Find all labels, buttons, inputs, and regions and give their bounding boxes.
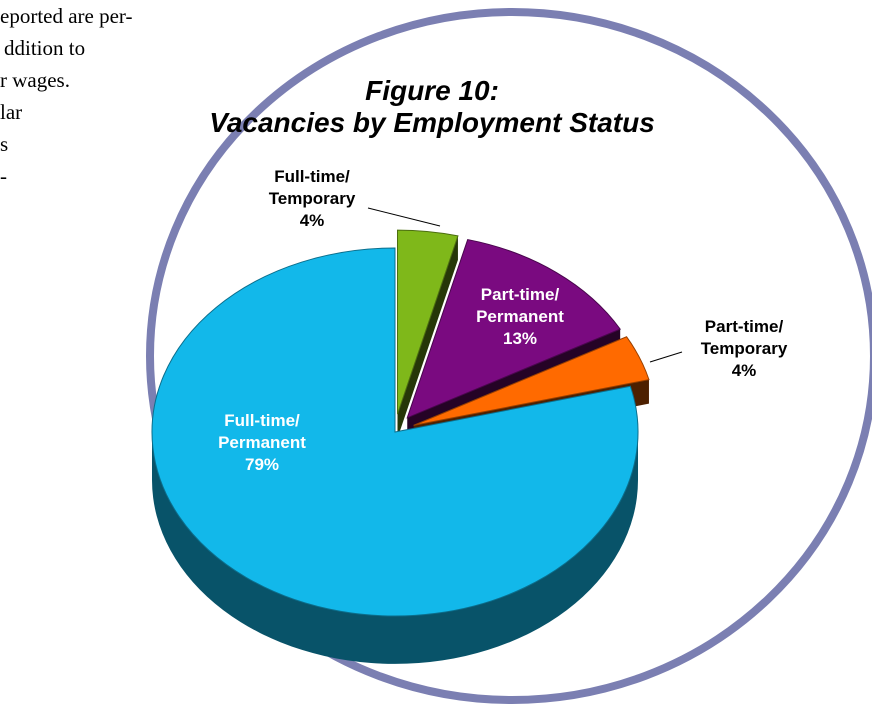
slice-category: Full-time/ Permanent [218, 411, 306, 452]
slice-value: 4% [731, 361, 757, 380]
slice-label: Full-time/ Temporary 4% [237, 166, 387, 232]
leader-line [367, 207, 441, 227]
slice-label: Part-time/ Permanent 13% [445, 284, 595, 350]
slice-value: 13% [502, 329, 538, 348]
slice-category: Full-time/ Temporary [268, 167, 356, 208]
leader-line [649, 351, 683, 363]
pie-slice-end [397, 235, 458, 439]
pie-slice [397, 229, 459, 415]
slice-value: 4% [299, 211, 325, 230]
text-line: r wages. [0, 68, 70, 92]
text-line: eported are per- [0, 4, 133, 28]
pie-tops [151, 229, 650, 617]
slice-label: Full-time/ Permanent 79% [187, 410, 337, 476]
slice-category: Part-time/ Temporary [700, 317, 788, 358]
chart-title: Figure 10: [365, 75, 499, 106]
text-line: ddition to [4, 36, 86, 60]
pie-slice [413, 336, 650, 426]
slice-label: Part-time/ Temporary 4% [669, 316, 819, 382]
pie-slice-side [152, 432, 638, 664]
text-line: s [0, 132, 9, 156]
text-line: lar [0, 100, 23, 124]
chart-subtitle: Vacancies by Employment Status [209, 107, 655, 138]
slice-category: Part-time/ Permanent [476, 285, 564, 326]
pie-slice [406, 238, 621, 419]
slice-value: 79% [244, 455, 280, 474]
text-line: - [0, 164, 7, 188]
pie-slice [151, 247, 639, 617]
